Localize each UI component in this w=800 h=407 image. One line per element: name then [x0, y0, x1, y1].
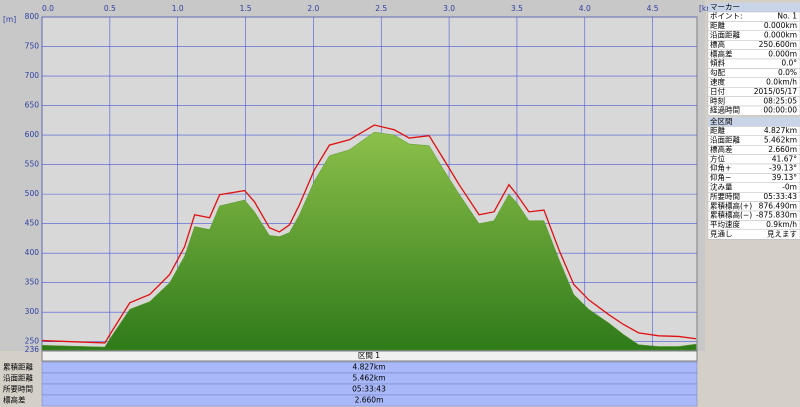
y-tick-label: 450 [25, 219, 40, 228]
panel-label: 所要時間 [710, 191, 740, 201]
elevation-line [41, 124, 697, 344]
panel-label: ポイント: [710, 12, 743, 21]
section-value: 4.827km [352, 363, 385, 372]
panel-header [708, 117, 800, 127]
panel-label: 傾斜 [710, 58, 725, 68]
panel-value: 876.490m [759, 201, 797, 210]
panel-value: 41.67° [772, 154, 797, 163]
x-tick-label: 0.0 [42, 4, 54, 13]
panel-label: 累積標高(+) [710, 200, 752, 210]
y-axis-label: [m] [3, 15, 16, 24]
panel-value: 250.600m [759, 40, 797, 49]
panel-label: 日付 [710, 86, 725, 96]
panel-label: 速度 [710, 77, 725, 87]
panel-label: 時刻 [710, 95, 725, 105]
panel-value: 0.0° [781, 59, 797, 68]
section-value: 2.660m [355, 396, 384, 405]
panel-value: 2.660m [768, 145, 797, 154]
panel-value: 0.000km [764, 21, 797, 30]
panel-value: 39.13° [772, 173, 797, 182]
section-label: 標高差 [3, 395, 26, 405]
panel-value: 4.827km [764, 126, 797, 135]
x-tick-label: 2.5 [375, 4, 387, 13]
y-tick-label: 700 [25, 71, 40, 80]
section-header [41, 350, 698, 362]
panel-label: 標高 [710, 39, 725, 49]
x-tick-label: 4.0 [579, 4, 591, 13]
y-tick-label: 236 [25, 345, 40, 354]
x-tick-label: 2.0 [307, 4, 319, 13]
panel-label: 距離 [710, 20, 725, 30]
panel-label: 沿面距離 [710, 135, 740, 145]
panel-label: 勾配 [710, 67, 725, 77]
panel-row [707, 229, 800, 240]
y-tick-label: 250 [25, 337, 40, 346]
panel-row [707, 105, 800, 116]
y-tick-label: 350 [25, 278, 40, 287]
y-tick-label: 750 [25, 42, 40, 51]
x-axis-label: [km] [699, 4, 717, 13]
x-tick-label: 1.5 [240, 4, 252, 13]
y-tick-label: 500 [25, 189, 40, 198]
panel-label: 沈み量 [710, 182, 733, 192]
y-tick-label: 550 [25, 160, 40, 169]
panel-label: 標高差 [710, 144, 733, 154]
panel-value: 0.0% [778, 68, 797, 77]
panel-value: 0.0km/h [766, 78, 797, 87]
panel-value: 見えます [767, 230, 797, 239]
panel-title: 全区間 [710, 116, 733, 126]
panel-label: 沿面距離 [710, 30, 740, 40]
panel-title: マーカー [710, 3, 740, 12]
section-value: 05:33:43 [352, 385, 386, 394]
panel-label: 距離 [710, 125, 725, 135]
panel-value: No. 1 [777, 12, 797, 21]
panel-label: 経過時間 [710, 105, 740, 115]
panel-label: 累積標高(−) [710, 210, 752, 220]
section-value: 5.462km [352, 374, 385, 383]
y-tick-label: 650 [25, 101, 40, 110]
panel-value: 08:25:05 [763, 96, 797, 105]
panel-value: 0.000m [768, 49, 797, 58]
panel-value: -875.830m [756, 211, 797, 220]
panel-header [708, 3, 800, 12]
section-row [41, 394, 698, 407]
panel-value: 05:33:43 [763, 192, 797, 201]
section-label: 沿面距離 [3, 373, 33, 383]
panel-value: 2015/05/17 [754, 87, 797, 96]
panel-label: 標高差 [710, 48, 733, 58]
panel-value: 0.000km [764, 31, 797, 40]
x-tick-label: 3.0 [443, 4, 455, 13]
y-tick-label: 300 [25, 307, 40, 316]
x-tick-label: 4.5 [647, 4, 659, 13]
panel-label: 方位 [710, 153, 725, 163]
x-tick-label: 1.0 [172, 4, 184, 13]
y-tick-label: 800 [25, 12, 40, 21]
y-tick-label: 400 [25, 248, 40, 257]
y-tick-label: 600 [25, 130, 40, 139]
section-label: 累積距離 [3, 362, 33, 372]
panel-value: 0.9km/h [766, 220, 797, 229]
x-tick-label: 3.5 [511, 4, 523, 13]
panel-label: 見通し [710, 229, 733, 239]
section-title: 区間 1 [358, 351, 380, 360]
panel-value: 00:00:00 [763, 106, 797, 115]
x-tick-label: 0.5 [104, 4, 116, 13]
panel-value: -0m [782, 183, 797, 192]
panel-value: -39.13° [769, 164, 797, 173]
section-label: 所要時間 [3, 384, 33, 394]
panel-label: 仰角+ [710, 163, 731, 173]
elevation-area [41, 131, 697, 351]
panel-value: 5.462km [764, 136, 797, 145]
panel-label: 平均速度 [710, 219, 740, 229]
panel-label: 仰角− [710, 172, 731, 182]
